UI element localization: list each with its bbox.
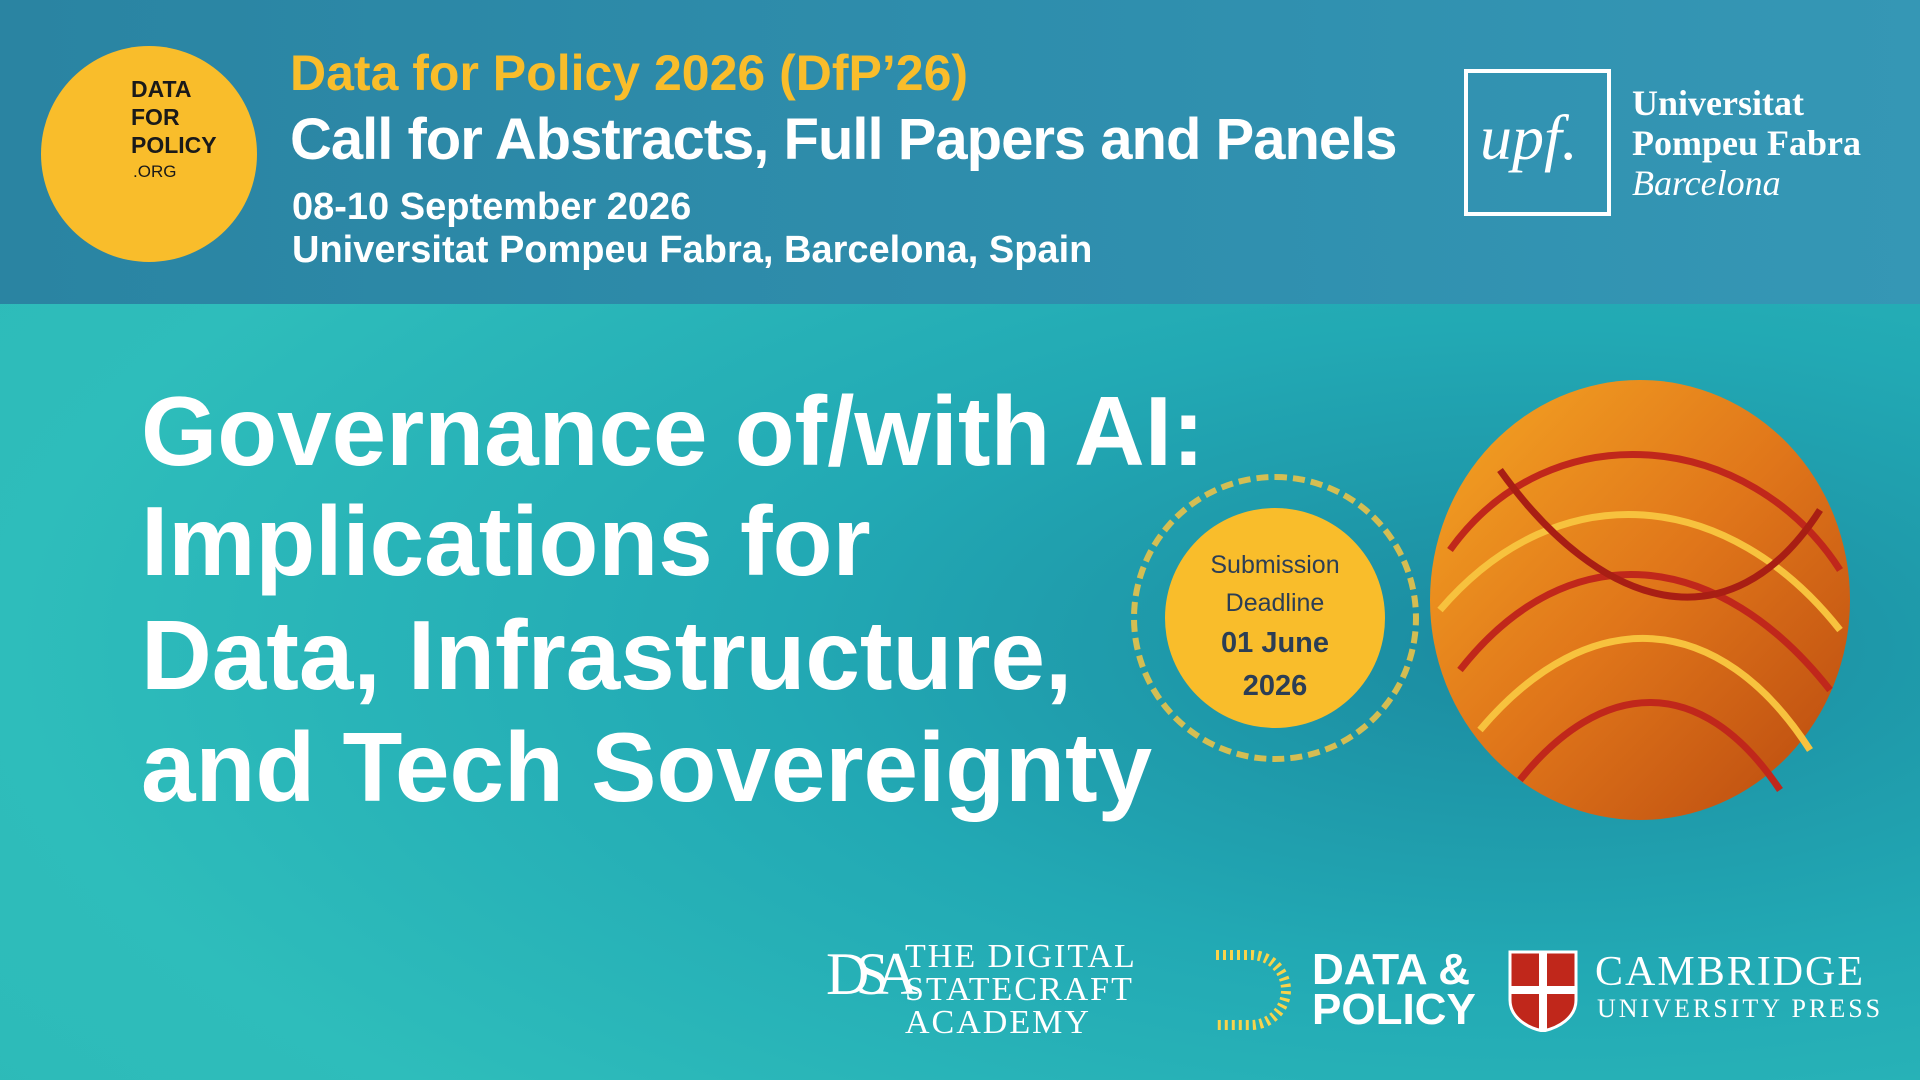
event-dates: 08-10 September 2026: [292, 186, 692, 228]
theme-line: Data, Infrastructure,: [141, 600, 1073, 710]
dsa-monogram: DSA: [826, 941, 918, 1007]
header-band: [0, 0, 1920, 304]
theme-line: Implications for: [141, 486, 871, 596]
logo-text: .ORG: [133, 162, 177, 181]
logo-text: POLICY: [131, 132, 217, 158]
cup-name: UNIVERSITY PRESS: [1597, 994, 1884, 1023]
dap-line: DATA &: [1312, 945, 1471, 994]
host-name: Universitat: [1632, 83, 1804, 123]
dap-icon: [1216, 950, 1291, 1030]
host-logo-box: upf.: [1464, 69, 1611, 216]
event-title: Data for Policy 2026 (DfP’26): [290, 45, 969, 101]
cup-shield: [1508, 950, 1578, 1032]
deadline-date: 01 June: [1221, 627, 1329, 659]
event-subtitle: Call for Abstracts, Full Papers and Pane…: [290, 107, 1398, 172]
dap-line: POLICY: [1312, 985, 1476, 1034]
cup-name: CAMBRIDGE: [1595, 949, 1866, 995]
host-mark: upf.: [1480, 102, 1578, 173]
dsa-line: ACADEMY: [905, 1004, 1091, 1041]
theme-line: Governance of/with AI:: [141, 376, 1205, 486]
dsa-name: THE DIGITAL STATECRAFT ACADEMY: [905, 938, 1137, 1041]
deadline-ring: [1131, 474, 1419, 762]
event-location: Universitat Pompeu Fabra, Barcelona, Spa…: [292, 229, 1093, 271]
deadline-date: 2026: [1242, 670, 1308, 702]
logo-badge: DATA FOR POLICY .ORG: [41, 46, 257, 262]
logo-text: FOR: [131, 104, 180, 130]
deadline-label: Submission: [1210, 551, 1340, 579]
host-name: Pompeu Fabra: [1632, 123, 1861, 163]
deadline-badge: Submission Deadline 01 June 2026: [1165, 508, 1385, 728]
host-city: Barcelona: [1632, 163, 1781, 203]
dsa-line: THE DIGITAL: [905, 938, 1137, 975]
sculpture: [1430, 380, 1850, 820]
logo-text: DATA: [131, 76, 192, 102]
dap-name: DATA & POLICY: [1312, 945, 1476, 1034]
theme-line: and Tech Sovereignty: [141, 712, 1153, 822]
dsa-line: STATECRAFT: [905, 971, 1134, 1008]
deadline-label: Deadline: [1225, 589, 1325, 617]
